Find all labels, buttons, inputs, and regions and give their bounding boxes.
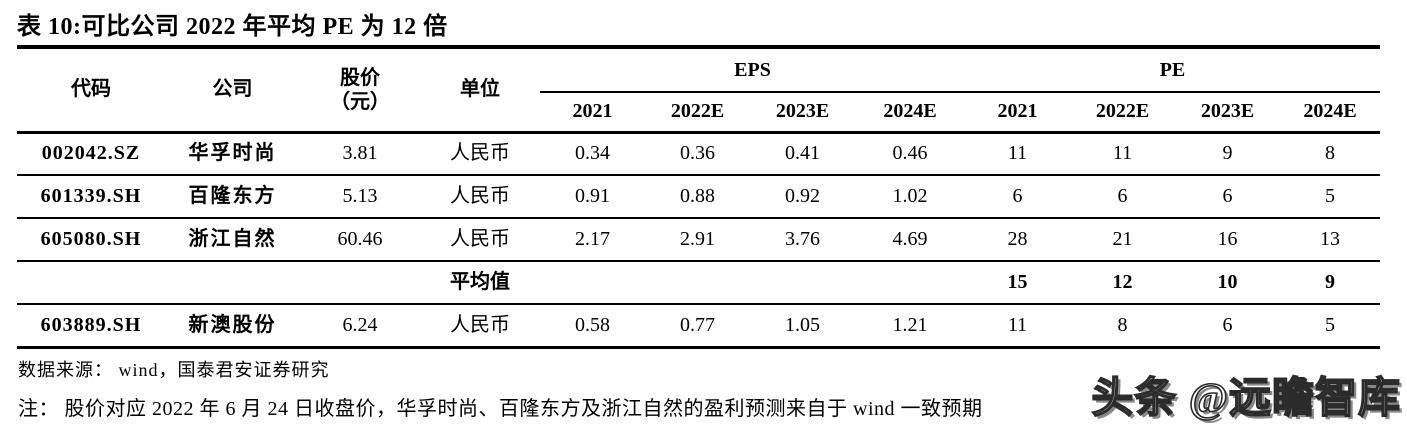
pe-2024e-cell: 5 bbox=[1280, 304, 1380, 349]
eps-2023e-cell: 3.76 bbox=[750, 218, 855, 262]
eps-2024e-cell: 1.21 bbox=[855, 304, 965, 349]
pe-2023e-cell: 16 bbox=[1175, 218, 1280, 262]
group-header-pe: PE bbox=[965, 47, 1380, 93]
column-header-unit: 单位 bbox=[420, 47, 540, 134]
price-label-line2: （元） bbox=[330, 90, 390, 113]
pe-2022e-cell: 8 bbox=[1070, 304, 1175, 349]
company-cell: 百隆东方 bbox=[165, 175, 300, 219]
empty-cell bbox=[750, 261, 855, 305]
company-cell: 新澳股份 bbox=[165, 304, 300, 349]
group-header-row: 代码 公司 股价 （元） 单位 EPS PE bbox=[17, 47, 1380, 134]
watermark-toutiao-yuanzhan: 头条 @远瞻智库 bbox=[1091, 375, 1401, 423]
pe-2024e-cell: 13 bbox=[1280, 218, 1380, 262]
currency-cell: 人民币 bbox=[420, 132, 540, 176]
code-cell: 002042.SZ bbox=[17, 132, 165, 176]
pe-2023e-cell: 9 bbox=[1175, 132, 1280, 176]
pe-2021-cell: 28 bbox=[965, 218, 1070, 262]
currency-cell: 人民币 bbox=[420, 218, 540, 262]
pe-year-2022e: 2022E bbox=[1070, 92, 1175, 134]
price-cell: 5.13 bbox=[300, 175, 420, 219]
pe-2024e-cell: 8 bbox=[1280, 132, 1380, 176]
currency-cell: 人民币 bbox=[420, 175, 540, 219]
eps-2021-cell: 0.91 bbox=[540, 175, 645, 219]
empty-cell bbox=[855, 261, 965, 305]
eps-2022e-cell: 0.88 bbox=[645, 175, 750, 219]
eps-2023e-cell: 0.92 bbox=[750, 175, 855, 219]
avg-pe-2021-cell: 15 bbox=[965, 261, 1070, 305]
code-cell: 605080.SH bbox=[17, 218, 165, 262]
footnote-text: 注： 股价对应 2022 年 6 月 24 日收盘价，华孚时尚、百隆东方及浙江自… bbox=[18, 398, 983, 420]
code-cell: 603889.SH bbox=[17, 304, 165, 349]
pe-2023e-cell: 6 bbox=[1175, 175, 1280, 219]
average-label: 平均值 bbox=[420, 261, 540, 305]
eps-2024e-cell: 0.46 bbox=[855, 132, 965, 176]
pe-2022e-cell: 21 bbox=[1070, 218, 1175, 262]
pe-2023e-cell: 6 bbox=[1175, 304, 1280, 349]
avg-pe-2023e-cell: 10 bbox=[1175, 261, 1280, 305]
column-header-company: 公司 bbox=[165, 47, 300, 134]
pe-2024e-cell: 5 bbox=[1280, 175, 1380, 219]
eps-2021-cell: 0.34 bbox=[540, 132, 645, 176]
empty-cell bbox=[645, 261, 750, 305]
pe-2021-cell: 11 bbox=[965, 304, 1070, 349]
eps-year-2021: 2021 bbox=[540, 92, 645, 134]
column-header-price: 股价 （元） bbox=[300, 47, 420, 134]
eps-2024e-cell: 4.69 bbox=[855, 218, 965, 262]
empty-cell bbox=[540, 261, 645, 305]
eps-2023e-cell: 0.41 bbox=[750, 132, 855, 176]
average-row: 平均值 15 12 10 9 bbox=[17, 261, 1380, 305]
pe-year-2021: 2021 bbox=[965, 92, 1070, 134]
company-cell: 华孚时尚 bbox=[165, 132, 300, 176]
price-cell: 6.24 bbox=[300, 304, 420, 349]
empty-cell bbox=[165, 261, 300, 305]
empty-cell bbox=[300, 261, 420, 305]
eps-year-2024e: 2024E bbox=[855, 92, 965, 134]
data-source-text: 数据来源： wind，国泰君安证券研究 bbox=[18, 360, 330, 380]
pe-year-2024e: 2024E bbox=[1280, 92, 1380, 134]
currency-cell: 人民币 bbox=[420, 304, 540, 349]
pe-2021-cell: 6 bbox=[965, 175, 1070, 219]
eps-2022e-cell: 0.77 bbox=[645, 304, 750, 349]
table-row-huafu: 002042.SZ 华孚时尚 3.81 人民币 0.34 0.36 0.41 0… bbox=[17, 132, 1380, 176]
eps-year-2022e: 2022E bbox=[645, 92, 750, 134]
avg-pe-2024e-cell: 9 bbox=[1280, 261, 1380, 305]
pe-2022e-cell: 11 bbox=[1070, 132, 1175, 176]
pe-year-2023e: 2023E bbox=[1175, 92, 1280, 134]
year-header-row: 2021 2022E 2023E 2024E 2021 2022E 2023E … bbox=[17, 92, 1380, 134]
eps-2024e-cell: 1.02 bbox=[855, 175, 965, 219]
eps-year-2023e: 2023E bbox=[750, 92, 855, 134]
empty-cell bbox=[17, 261, 165, 305]
group-header-eps: EPS bbox=[540, 47, 965, 93]
pe-2021-cell: 11 bbox=[965, 132, 1070, 176]
pe-2022e-cell: 6 bbox=[1070, 175, 1175, 219]
eps-2022e-cell: 2.91 bbox=[645, 218, 750, 262]
table-row-zhejiang: 605080.SH 浙江自然 60.46 人民币 2.17 2.91 3.76 … bbox=[17, 218, 1380, 262]
eps-2022e-cell: 0.36 bbox=[645, 132, 750, 176]
table-row-bailong: 601339.SH 百隆东方 5.13 人民币 0.91 0.88 0.92 1… bbox=[17, 175, 1380, 219]
eps-2021-cell: 2.17 bbox=[540, 218, 645, 262]
code-cell: 601339.SH bbox=[17, 175, 165, 219]
price-cell: 3.81 bbox=[300, 132, 420, 176]
company-cell: 浙江自然 bbox=[165, 218, 300, 262]
column-header-code: 代码 bbox=[17, 47, 165, 134]
price-cell: 60.46 bbox=[300, 218, 420, 262]
comparable-companies-table: 代码 公司 股价 （元） 单位 EPS PE 2021 2022E 2023E … bbox=[17, 45, 1380, 349]
avg-pe-2022e-cell: 12 bbox=[1070, 261, 1175, 305]
table-row-xinao: 603889.SH 新澳股份 6.24 人民币 0.58 0.77 1.05 1… bbox=[17, 304, 1380, 349]
table-title: 表 10:可比公司 2022 年平均 PE 为 12 倍 bbox=[17, 14, 448, 40]
eps-2021-cell: 0.58 bbox=[540, 304, 645, 349]
price-label-line1: 股价 bbox=[340, 66, 380, 89]
eps-2023e-cell: 1.05 bbox=[750, 304, 855, 349]
